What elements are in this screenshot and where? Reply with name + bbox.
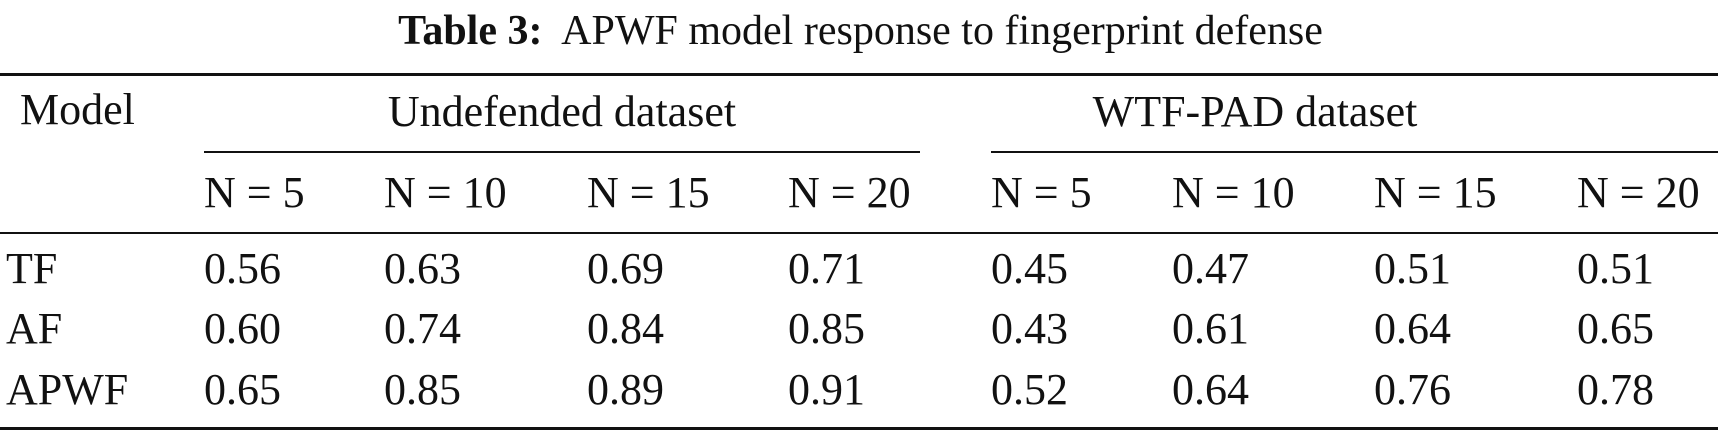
cell: 0.74 [384, 304, 461, 353]
caption-label: Table 3: [398, 8, 543, 54]
table-caption: Table 3: APWF model response to fingerpr… [0, 6, 1721, 56]
row-header: Model [20, 85, 135, 134]
cell: 0.43 [991, 304, 1068, 353]
cell: 0.85 [384, 365, 461, 414]
cell: 0.64 [1172, 365, 1249, 414]
cell: 0.85 [788, 304, 865, 353]
column-header: N = 20 [1577, 168, 1700, 217]
top-rule [0, 73, 1718, 76]
column-header: N = 10 [384, 168, 507, 217]
cell: 0.76 [1374, 365, 1451, 414]
cell: 0.61 [1172, 304, 1249, 353]
cell: 0.65 [1577, 304, 1654, 353]
column-header: N = 5 [204, 168, 305, 217]
cell: 0.63 [384, 244, 461, 293]
cell: 0.91 [788, 365, 865, 414]
cell: 0.84 [587, 304, 664, 353]
column-header: N = 15 [587, 168, 710, 217]
bottom-rule [0, 427, 1718, 430]
row-label: TF [6, 244, 58, 293]
group-rule [991, 151, 1718, 153]
cell: 0.47 [1172, 244, 1249, 293]
column-header: N = 20 [788, 168, 911, 217]
cell: 0.60 [204, 304, 281, 353]
cell: 0.56 [204, 244, 281, 293]
cell: 0.71 [788, 244, 865, 293]
group-rule [204, 151, 920, 153]
group-header: Undefended dataset [387, 87, 737, 136]
row-label: APWF [6, 365, 129, 414]
row-label: AF [6, 304, 63, 353]
column-header: N = 15 [1374, 168, 1497, 217]
cell: 0.78 [1577, 365, 1654, 414]
cell: 0.65 [204, 365, 281, 414]
cell: 0.45 [991, 244, 1068, 293]
cell: 0.64 [1374, 304, 1451, 353]
cell: 0.51 [1577, 244, 1654, 293]
group-header: WTF-PAD dataset [1092, 87, 1418, 136]
column-header: N = 10 [1172, 168, 1295, 217]
caption-text: APWF model response to fingerprint defen… [561, 8, 1323, 54]
cell: 0.52 [991, 365, 1068, 414]
header-rule [0, 232, 1718, 234]
cell: 0.89 [587, 365, 664, 414]
cell: 0.69 [587, 244, 664, 293]
cell: 0.51 [1374, 244, 1451, 293]
column-header: N = 5 [991, 168, 1092, 217]
